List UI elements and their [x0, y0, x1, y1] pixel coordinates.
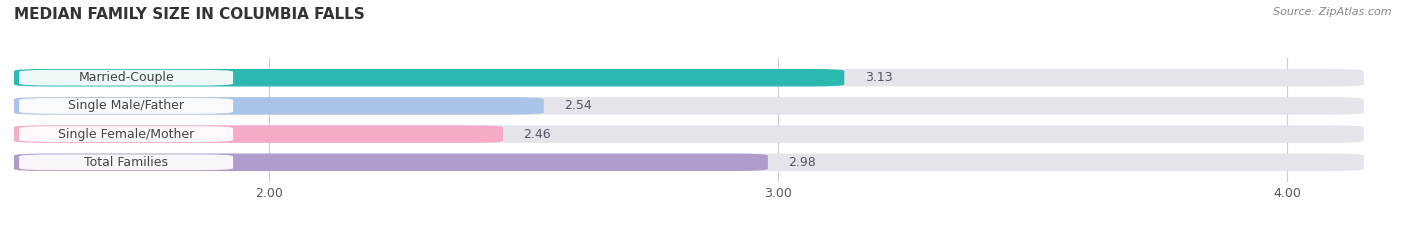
FancyBboxPatch shape: [20, 70, 233, 86]
Text: 3.13: 3.13: [865, 71, 893, 84]
FancyBboxPatch shape: [20, 154, 233, 170]
Text: 2.54: 2.54: [564, 99, 592, 112]
Text: Total Families: Total Families: [84, 156, 169, 169]
FancyBboxPatch shape: [14, 154, 1364, 171]
FancyBboxPatch shape: [14, 125, 1364, 143]
Text: Single Female/Mother: Single Female/Mother: [58, 128, 194, 140]
FancyBboxPatch shape: [20, 126, 233, 142]
FancyBboxPatch shape: [14, 97, 1364, 115]
Text: 2.46: 2.46: [523, 128, 551, 140]
FancyBboxPatch shape: [14, 69, 1364, 86]
FancyBboxPatch shape: [20, 98, 233, 114]
FancyBboxPatch shape: [14, 97, 544, 115]
Text: Married-Couple: Married-Couple: [79, 71, 174, 84]
Text: Single Male/Father: Single Male/Father: [67, 99, 184, 112]
FancyBboxPatch shape: [14, 154, 768, 171]
Text: 2.98: 2.98: [789, 156, 815, 169]
Text: Source: ZipAtlas.com: Source: ZipAtlas.com: [1274, 7, 1392, 17]
FancyBboxPatch shape: [14, 125, 503, 143]
FancyBboxPatch shape: [14, 69, 844, 86]
Text: MEDIAN FAMILY SIZE IN COLUMBIA FALLS: MEDIAN FAMILY SIZE IN COLUMBIA FALLS: [14, 7, 364, 22]
